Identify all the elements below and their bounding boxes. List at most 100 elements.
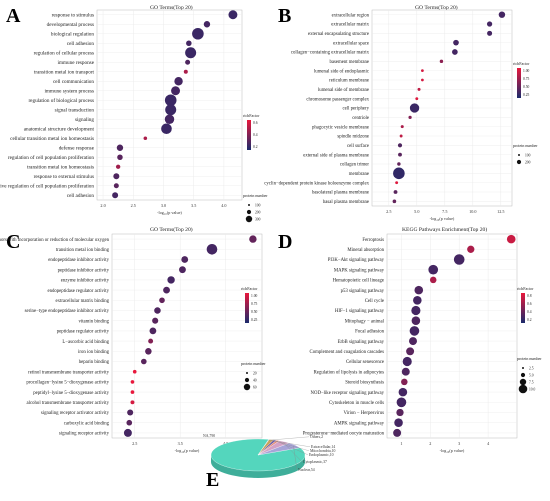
y-category-label: NOD−like receptor signaling pathway (311, 391, 385, 396)
x-axis-label: -log₁₀(p value) (430, 216, 455, 221)
legend-size-dot (243, 383, 251, 391)
legend-size-dot (516, 159, 522, 165)
data-point (417, 87, 421, 91)
y-category-label: cell periphery (342, 107, 369, 112)
data-point (183, 69, 188, 74)
legend-size-dot (244, 377, 250, 383)
y-category-label: extracellular matrix (331, 23, 369, 28)
legend-size-dot (245, 215, 253, 223)
legend-color-tick: 0.75 (523, 77, 529, 81)
data-point (126, 419, 133, 426)
y-category-label: p53 signaling pathway (341, 289, 385, 294)
y-category-label: transition metal ion homeostasis (27, 164, 94, 170)
panel-letter-a: A (6, 5, 21, 27)
legend-color-tick: 0.2 (253, 145, 258, 149)
legend-size-tick: 100 (255, 203, 261, 207)
data-point (498, 11, 506, 18)
data-point (117, 154, 123, 161)
x-tick-label: 5.0 (414, 209, 419, 214)
data-point (453, 254, 465, 265)
y-category-label: collagen−containing extracellular matrix (291, 51, 370, 56)
y-category-label: immune response (58, 60, 95, 66)
legend-color-title: richFactor (517, 286, 534, 291)
legend-size-dot (519, 378, 527, 386)
data-point (163, 286, 170, 294)
y-category-label: Cellular senescence (346, 360, 384, 365)
legend-size-tick: 5.0 (529, 373, 534, 377)
y-category-label: response to external stimulus (34, 174, 94, 180)
y-category-label: anatomical structure development (24, 126, 95, 132)
data-point (409, 103, 420, 113)
data-point (413, 296, 422, 305)
legend-size-tick: 200 (525, 160, 531, 164)
legend-size-title: protein number (517, 356, 542, 361)
data-point (132, 369, 137, 374)
y-category-label: regulation of cellular process (34, 49, 94, 56)
legend-color-title: richFactor (243, 113, 260, 118)
pie-label: Cytoplasmic,37 (303, 460, 327, 465)
data-point (130, 390, 135, 394)
data-point (123, 428, 132, 437)
x-tick-label: 4 (487, 441, 490, 446)
data-point (421, 69, 424, 73)
data-point (393, 428, 402, 437)
data-point (396, 408, 404, 417)
data-point (429, 276, 437, 284)
data-point (394, 418, 403, 427)
y-category-label: external encapsulating structure (308, 32, 369, 37)
y-category-label: extracellular matrix binding (55, 299, 109, 304)
x-tick-label: 2.0 (100, 203, 105, 208)
pie-side (211, 455, 305, 478)
y-category-label: ErbB signaling pathway (338, 340, 385, 345)
y-category-label: collagen trimer (340, 163, 370, 168)
data-point (408, 115, 412, 119)
legend-size-dot (246, 372, 248, 374)
data-point (401, 367, 410, 376)
data-point (179, 266, 186, 274)
data-point (171, 86, 181, 96)
legend-color-tick: 0.4 (527, 310, 532, 314)
y-category-label: Progesterone−mediated oocyte maturation (303, 432, 385, 437)
y-category-label: oxidoreductase activity, acting on paire… (0, 238, 110, 243)
y-category-label: centriole (352, 116, 369, 121)
data-point (228, 10, 238, 20)
data-point (164, 94, 177, 107)
legend-color-tick: 0.50 (523, 85, 529, 89)
y-category-label: regulation of cell population proliferat… (8, 154, 95, 161)
legend-colorbar (517, 68, 521, 98)
x-tick-label: 3 (458, 441, 460, 446)
data-point (452, 49, 458, 55)
y-category-label: cyclin−dependent protein kinase holoenzy… (264, 181, 369, 186)
chart-title: KEGG Pathways Enrichment(Top 20) (402, 226, 487, 233)
y-category-label: signaling receptor activity (59, 432, 110, 437)
y-category-label: defense response (59, 144, 95, 151)
data-point (115, 164, 121, 169)
legend-color-tick: 0.6 (253, 121, 258, 125)
y-category-label: phagocytic vesicle membrane (312, 125, 369, 130)
plot-area (386, 233, 518, 439)
legend-size-tick: 300 (255, 217, 261, 221)
x-tick-label: 3.5 (178, 441, 183, 446)
y-category-label: carboxylic acid binding (64, 421, 110, 426)
x-axis-label: -log₁₀(p value) (440, 448, 465, 453)
data-point (396, 397, 407, 408)
y-category-label: endopeptidase inhibitor activity (48, 258, 109, 263)
data-point (395, 181, 399, 185)
y-category-label: Complement and coagulation cascades (310, 350, 385, 355)
y-category-label: transition metal ion binding (56, 248, 110, 253)
y-category-label: Mitophagy − animal (345, 319, 385, 324)
panel-letter-e: E (206, 469, 219, 491)
pie-label: Extracellular,14 (311, 445, 335, 450)
y-category-label: iron ion binding (78, 350, 110, 355)
chart-panel-d: KEGG Pathways Enrichment(Top 20) 1 2 3 4 -log… (303, 226, 543, 453)
data-point (154, 307, 161, 314)
y-category-label: biological regulation (51, 31, 94, 37)
y-category-label: cell adhesion (67, 193, 95, 199)
y-category-label: Virion − Herpesvirus (343, 411, 384, 416)
pie-slice (257, 442, 301, 456)
y-category-label: Hematopoietic cell lineage (333, 279, 384, 284)
y-category-label: reticulum membrane (329, 79, 369, 84)
y-category-label: Mineral absorption (347, 248, 384, 253)
panel-letter-b: B (278, 5, 291, 27)
